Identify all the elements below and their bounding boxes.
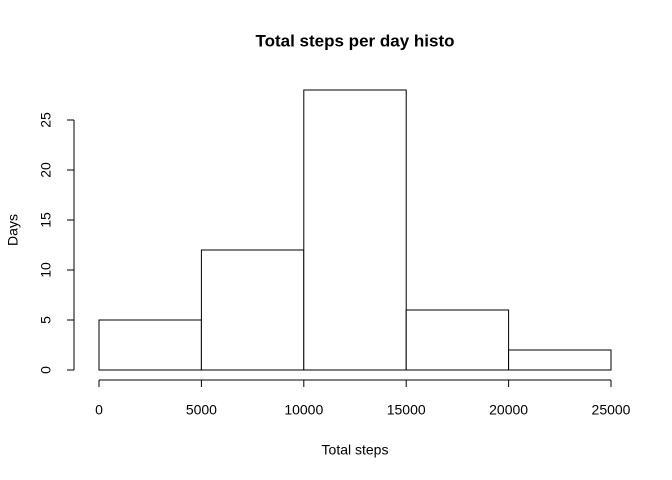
- bar: [508, 349, 612, 371]
- x-axis-label: Total steps: [322, 442, 389, 458]
- x-tick-label: 10000: [284, 402, 323, 418]
- y-tick-label: 10: [38, 262, 54, 278]
- x-tick-label: 20000: [489, 402, 528, 418]
- chart-title: Total steps per day histo: [255, 31, 454, 50]
- y-axis-label: Days: [5, 214, 21, 246]
- x-tick-label: 0: [95, 402, 103, 418]
- bar: [405, 309, 510, 371]
- bar: [200, 249, 305, 371]
- y-tick-label: 15: [38, 212, 54, 228]
- x-tick-label: 5000: [186, 402, 217, 418]
- y-tick-label: 20: [38, 162, 54, 178]
- x-tick-label: 25000: [592, 402, 631, 418]
- bar: [98, 319, 202, 371]
- x-tick-label: 15000: [387, 402, 426, 418]
- bar: [303, 89, 407, 371]
- y-tick-label: 25: [38, 112, 54, 128]
- y-tick-label: 5: [38, 316, 54, 324]
- y-tick-label: 0: [38, 366, 54, 374]
